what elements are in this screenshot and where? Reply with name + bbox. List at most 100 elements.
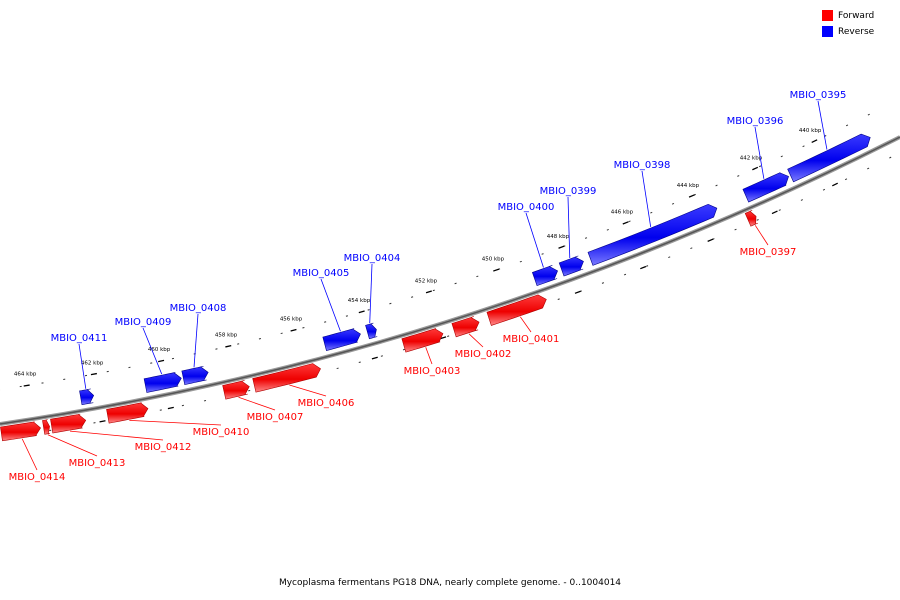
gene-MBIO_0400[interactable] (531, 265, 558, 287)
kbp-tick-above (558, 245, 565, 249)
gene-MBIO_0412[interactable] (50, 413, 87, 434)
kbp-label: 444 kbp (677, 183, 700, 189)
gene-MBIO_0404[interactable] (365, 322, 378, 340)
ruler-dot-above (650, 211, 653, 214)
kbp-tick-above (358, 310, 365, 314)
ruler-dot-above (432, 289, 435, 292)
kbp-label: 450 kbp (482, 257, 505, 263)
ruler-dot-below (690, 247, 693, 250)
ruler-dot-below (844, 178, 848, 181)
leader-MBIO_0398 (641, 170, 652, 227)
reverse-swatch-icon (822, 26, 833, 37)
gene-MBIO_0397[interactable] (744, 210, 758, 227)
gene-MBIO_0409[interactable] (143, 372, 182, 393)
gene-label-MBIO_0413[interactable]: MBIO_0413 (69, 458, 126, 469)
gene-MBIO_0398[interactable] (587, 203, 718, 266)
kbp-tick-above (290, 328, 297, 332)
gene-MBIO_0403[interactable] (401, 328, 444, 353)
gene-label-MBIO_0398[interactable]: MBIO_0398 (614, 160, 671, 171)
gene-MBIO_0413[interactable] (42, 419, 51, 435)
gene-label-MBIO_0411[interactable]: MBIO_0411 (51, 333, 108, 344)
kbp-tick-below (832, 182, 838, 187)
kbp-tick-above (158, 359, 165, 363)
gene-label-MBIO_0405[interactable]: MBIO_0405 (293, 268, 350, 279)
gene-MBIO_0399[interactable] (558, 255, 584, 277)
ruler-dot-above (584, 237, 588, 239)
gene-label-MBIO_0397[interactable]: MBIO_0397 (740, 247, 797, 258)
ruler-dot-below (778, 209, 781, 211)
kbp-tick-above (23, 384, 30, 387)
kbp-label: 442 kbp (740, 155, 763, 161)
gene-MBIO_0414[interactable] (0, 421, 41, 442)
gene-label-MBIO_0402[interactable]: MBIO_0402 (455, 349, 512, 360)
gene-label-MBIO_0414[interactable]: MBIO_0414 (9, 472, 66, 483)
gene-label-MBIO_0408[interactable]: MBIO_0408 (170, 303, 227, 314)
gene-label-MBIO_0404[interactable]: MBIO_0404 (344, 253, 401, 264)
kbp-label: 458 kbp (215, 333, 238, 339)
ruler-dot-above (519, 260, 522, 263)
kbp-tick-above (688, 194, 695, 198)
ruler-dot-below (756, 219, 759, 221)
gene-label-MBIO_0403[interactable]: MBIO_0403 (404, 366, 461, 377)
leader-MBIO_0401 (519, 316, 532, 333)
forward-swatch-icon (822, 10, 833, 21)
kbp-tick-below (574, 290, 581, 294)
legend-reverse-label: Reverse (838, 26, 875, 37)
gene-label-MBIO_0400[interactable]: MBIO_0400 (498, 202, 555, 213)
ruler-dot-above (389, 302, 392, 305)
ruler-dot-below (734, 228, 737, 231)
ruler-dot-below (800, 199, 803, 201)
gene-label-MBIO_0401[interactable]: MBIO_0401 (503, 334, 560, 345)
leader-MBIO_0397 (754, 225, 769, 246)
genome-caption: Mycoplasma fermentans PG18 DNA, nearly c… (278, 578, 622, 588)
gene-label-MBIO_0409[interactable]: MBIO_0409 (115, 317, 172, 328)
gene-label-MBIO_0412[interactable]: MBIO_0412 (135, 442, 192, 453)
kbp-tick-above (622, 221, 629, 225)
gene-MBIO_0402[interactable] (451, 316, 480, 338)
ruler-dot-above (867, 113, 870, 116)
ruler-dot-below (358, 361, 361, 364)
ruler-dot-below (646, 265, 649, 267)
legend-reverse[interactable]: Reverse (822, 24, 892, 39)
gene-MBIO_0405[interactable] (322, 328, 361, 351)
ruler-dot-above (606, 228, 609, 231)
kbp-tick-above (225, 344, 232, 348)
ruler-dot-below (557, 298, 560, 300)
gene-label-MBIO_0395[interactable]: MBIO_0395 (790, 90, 847, 101)
kbp-tick-below (640, 265, 647, 270)
gene-label-MBIO_0396[interactable]: MBIO_0396 (727, 116, 784, 127)
kbp-tick-above (90, 372, 97, 376)
ruler-dot-below (822, 188, 826, 191)
gene-MBIO_0407[interactable] (222, 380, 250, 400)
ruler-dot-above (345, 315, 348, 317)
leader-MBIO_0402 (468, 333, 484, 348)
ruler-dot-above (541, 253, 544, 255)
gene-label-MBIO_0399[interactable]: MBIO_0399 (540, 186, 597, 197)
kbp-tick-above (425, 290, 432, 294)
gene-MBIO_0408[interactable] (181, 365, 209, 386)
ruler-dot-below (402, 348, 406, 351)
gene-label-MBIO_0410[interactable]: MBIO_0410 (193, 427, 250, 438)
gene-MBIO_0411[interactable] (79, 388, 95, 406)
kbp-label: 448 kbp (547, 234, 570, 240)
gene-MBIO_0401[interactable] (486, 294, 547, 326)
gene-MBIO_0406[interactable] (252, 363, 321, 393)
gene-MBIO_0395[interactable] (787, 133, 871, 183)
ruler-dot-below (601, 282, 605, 284)
kbp-label: 454 kbp (348, 298, 371, 304)
gene-label-MBIO_0406[interactable]: MBIO_0406 (298, 398, 355, 409)
leader-MBIO_0410 (129, 419, 222, 426)
kbp-tick-below (371, 356, 378, 360)
leader-MBIO_0400 (525, 212, 544, 268)
gene-MBIO_0410[interactable] (106, 402, 149, 424)
leader-MBIO_0409 (142, 327, 163, 375)
ruler-dot-above (802, 145, 805, 148)
kbp-label: 456 kbp (280, 317, 303, 323)
gene-label-MBIO_0407[interactable]: MBIO_0407 (247, 412, 304, 423)
leader-MBIO_0396 (754, 126, 765, 179)
gene-MBIO_0396[interactable] (742, 172, 789, 203)
legend-forward[interactable]: Forward (822, 8, 892, 23)
leader-MBIO_0414 (21, 438, 38, 471)
ruler-dot-above (302, 327, 305, 329)
kbp-label: 464 kbp (14, 372, 37, 378)
